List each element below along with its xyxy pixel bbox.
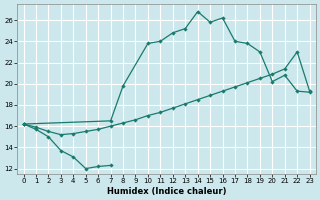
X-axis label: Humidex (Indice chaleur): Humidex (Indice chaleur) [107, 187, 226, 196]
